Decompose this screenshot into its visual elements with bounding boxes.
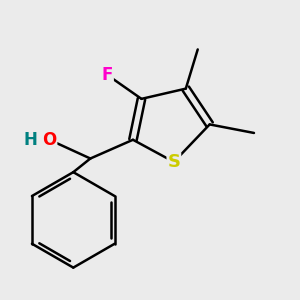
Text: S: S [167,153,180,171]
Text: O: O [42,131,57,149]
Text: F: F [102,66,113,84]
Text: H: H [24,131,38,149]
